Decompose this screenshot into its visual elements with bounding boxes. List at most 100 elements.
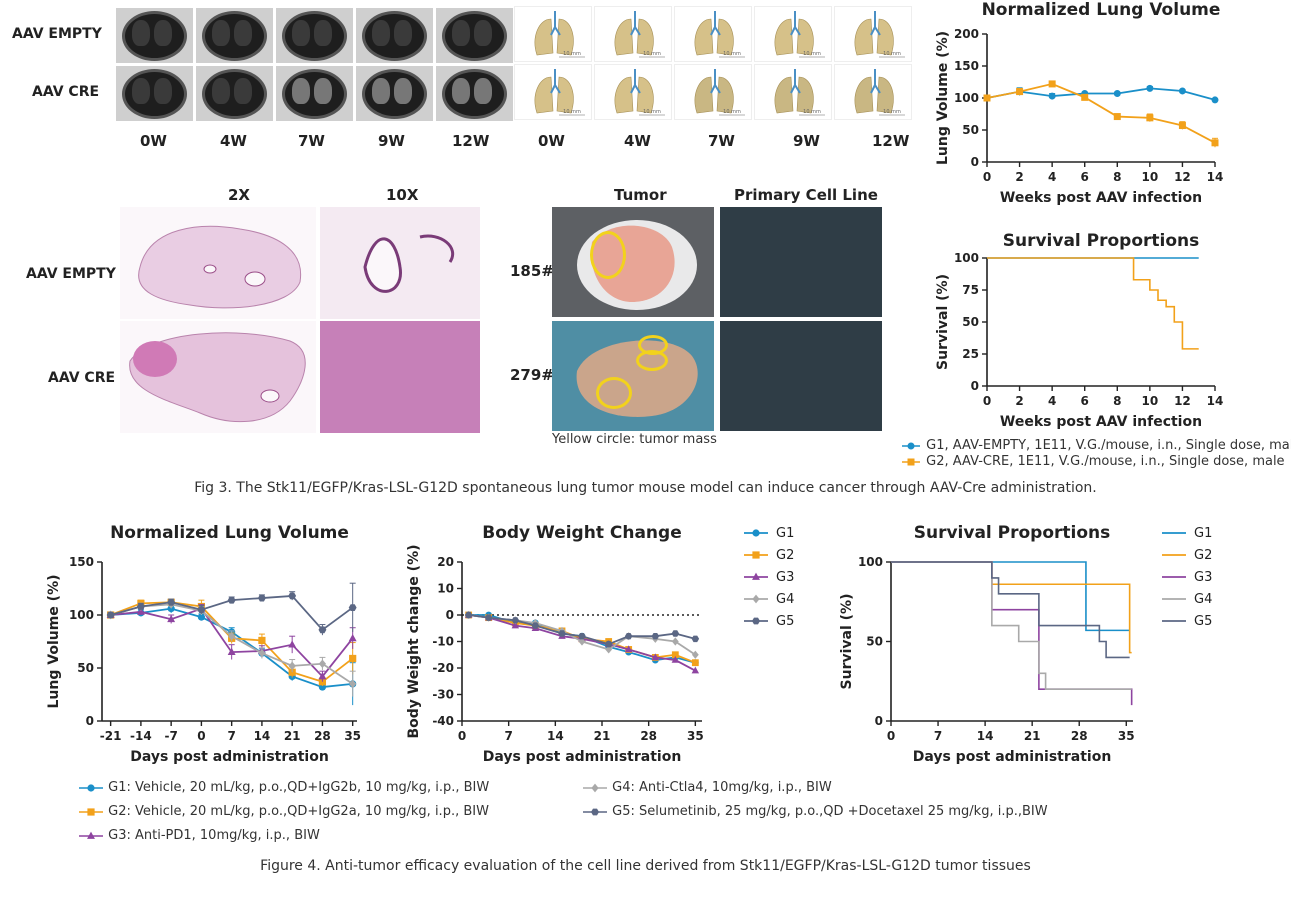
chart-title: Survival Proportions bbox=[1003, 231, 1200, 251]
histology-10x-empty bbox=[320, 207, 480, 319]
legend-marker bbox=[87, 807, 95, 816]
trachea bbox=[870, 69, 881, 94]
data-point bbox=[136, 607, 145, 615]
left-lung bbox=[614, 76, 634, 114]
trachea bbox=[710, 69, 721, 94]
legend-swatch bbox=[79, 807, 103, 816]
x-tick-label: 35 bbox=[344, 729, 361, 743]
y-tick-label: 0 bbox=[875, 714, 883, 728]
series-line bbox=[110, 603, 354, 685]
survival-legend: G1 G2 G3 G4 G5 bbox=[1160, 522, 1212, 632]
legend-label: G2 bbox=[776, 547, 795, 563]
fig3-legend: G1, AAV-EMPTY, 1E11, V.G./mouse, i.n., S… bbox=[900, 438, 1291, 470]
legend-label: G3 bbox=[776, 569, 795, 585]
scale-bar-label: 10 mm bbox=[643, 51, 661, 57]
chart-body-weight-change: Body Weight Change -40 -30 -20 -10 0 10 20 0 7 14 2… bbox=[406, 523, 704, 765]
ct-lung bbox=[132, 78, 150, 104]
scale-bar-label: 10 mm bbox=[723, 109, 741, 115]
data-point bbox=[1178, 122, 1186, 130]
ct-lung bbox=[372, 20, 390, 46]
legend-marker-icon bbox=[78, 828, 104, 843]
legend-marker-icon bbox=[582, 780, 608, 795]
lung-col-label-12w: 12W bbox=[872, 132, 910, 150]
fig4-legend-right: G4: Anti-Ctla4, 10mg/kg, i.p., BIW G5: S… bbox=[582, 780, 1048, 828]
data-point bbox=[624, 645, 633, 653]
data-point bbox=[671, 651, 679, 659]
legend-item-g1: G1 bbox=[1160, 522, 1212, 544]
lung-3d-render: 10 mm bbox=[514, 6, 592, 62]
y-tick-label: 0 bbox=[86, 714, 94, 728]
data-point bbox=[349, 654, 357, 663]
fig4-legend-g1: G1: Vehicle, 20 mL/kg, p.o.,QD+IgG2b, 10… bbox=[78, 780, 489, 804]
x-tick-label: 7 bbox=[934, 729, 942, 743]
ct-scan-image bbox=[436, 66, 513, 121]
x-tick-label: 21 bbox=[284, 729, 301, 743]
data-point bbox=[318, 659, 327, 669]
x-tick-label: 4 bbox=[1048, 394, 1056, 408]
data-point bbox=[288, 640, 297, 648]
lung-3d-render: 10 mm bbox=[674, 6, 752, 62]
legend-marker bbox=[87, 831, 95, 839]
body-weight-legend: G1 G2 G3 G4 G5 bbox=[742, 522, 794, 632]
legend-swatch bbox=[583, 808, 607, 815]
legend-swatch bbox=[744, 572, 768, 580]
ct-lung bbox=[292, 20, 310, 46]
ct-lung bbox=[234, 78, 252, 104]
legend-swatch bbox=[79, 831, 103, 839]
lung-render-graphic: 10 mm bbox=[854, 11, 905, 58]
ct-lung bbox=[314, 78, 332, 104]
right-lung bbox=[716, 76, 734, 114]
right-lung bbox=[556, 18, 574, 56]
ct-col-label-7w: 7W bbox=[298, 132, 325, 150]
tumor-note: Yellow circle: tumor mass bbox=[552, 432, 717, 447]
ct-lung bbox=[394, 78, 412, 104]
tumor-col-label-tumor: Tumor bbox=[614, 186, 667, 204]
x-tick-label: 0 bbox=[887, 729, 895, 743]
y-tick-label: 50 bbox=[962, 315, 979, 329]
histology-2x-empty bbox=[120, 207, 316, 319]
left-lung bbox=[614, 18, 634, 56]
data-point bbox=[227, 647, 236, 655]
series-1 bbox=[987, 257, 1199, 350]
scale-bar-label: 10 mm bbox=[803, 109, 821, 115]
series-line bbox=[986, 82, 1216, 144]
ct-lung bbox=[314, 20, 332, 46]
x-tick-label: 7 bbox=[504, 729, 512, 743]
legend-marker bbox=[752, 572, 760, 580]
ct-lung bbox=[474, 20, 492, 46]
data-point bbox=[671, 655, 680, 663]
chart-lung-volume-days: Normalized Lung Volume 0 50 100 150 -21 -14 -7 0… bbox=[46, 523, 361, 765]
x-tick-label: 0 bbox=[983, 170, 991, 184]
y-axis-label: Survival (%) bbox=[935, 274, 951, 370]
scale-bar-label: 10 mm bbox=[883, 51, 901, 57]
legend-item-g2: G2 bbox=[1160, 544, 1212, 566]
x-tick-label: 35 bbox=[1118, 729, 1135, 743]
data-point bbox=[318, 626, 327, 634]
x-tick-label: 35 bbox=[687, 729, 704, 743]
ct-scan-image bbox=[196, 8, 273, 63]
series-1 bbox=[983, 80, 1219, 148]
data-point bbox=[197, 606, 206, 614]
lung-col-label-9w: 9W bbox=[793, 132, 820, 150]
legend-swatch bbox=[583, 783, 607, 792]
lung-render-grid: 10 mm 10 mm 10 mm 10 mm 10 mm 10 mm 10 mm 10 mm… bbox=[514, 6, 914, 122]
ct-lung bbox=[154, 78, 172, 104]
series-g1 bbox=[891, 561, 1130, 632]
fig4-legend-g3: G3: Anti-PD1, 10mg/kg, i.p., BIW bbox=[78, 828, 489, 852]
legend-swatch bbox=[744, 594, 768, 604]
data-point bbox=[511, 621, 520, 629]
right-lung bbox=[556, 76, 574, 114]
series-g4 bbox=[891, 561, 1132, 690]
lung-3d-render: 10 mm bbox=[754, 6, 832, 62]
y-tick-label: 25 bbox=[962, 347, 979, 361]
legend-item-g4: G4 bbox=[1160, 588, 1212, 610]
scale-bar-label: 10 mm bbox=[803, 51, 821, 57]
ct-lung bbox=[372, 78, 390, 104]
y-tick-label: -20 bbox=[432, 661, 454, 675]
y-tick-label: 50 bbox=[866, 635, 883, 649]
series-line bbox=[987, 257, 1199, 350]
ct-lung bbox=[452, 20, 470, 46]
x-tick-label: 10 bbox=[1142, 394, 1159, 408]
legend-item-g5: G5 bbox=[742, 610, 794, 632]
fig4-legend-g5: G5: Selumetinib, 25 mg/kg, p.o.,QD +Doce… bbox=[582, 804, 1048, 828]
